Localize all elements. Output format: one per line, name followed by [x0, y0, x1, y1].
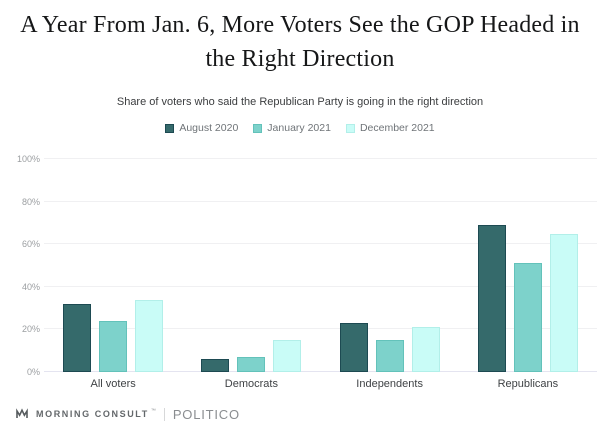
- bar-december-2021-all-voters: [135, 299, 164, 372]
- legend-swatch-january-2021: [253, 123, 263, 133]
- bar-august-2020-all-voters: [63, 303, 92, 372]
- y-axis-tick-label: 0%: [26, 367, 40, 377]
- gridline-40%: [44, 285, 597, 287]
- legend-swatch-august-2020: [165, 123, 175, 133]
- bar-group-republicans: Republicans: [459, 159, 597, 390]
- gridline-100%: [44, 158, 597, 159]
- bar-groups: All voters Democrats Independents Republica…: [44, 159, 597, 390]
- y-axis-tick-label: 100%: [16, 154, 40, 164]
- legend-item-august-2020: August 2020: [165, 122, 238, 134]
- gridline-0%: [44, 371, 597, 372]
- x-axis-category-label: Independents: [356, 378, 423, 390]
- legend-item-december-2021: December 2021: [345, 122, 435, 134]
- footer-partner-text: POLITICO: [172, 406, 240, 422]
- legend-label: August 2020: [179, 122, 239, 134]
- bar-january-2021-democrats: [237, 357, 266, 372]
- gridline-80%: [44, 200, 597, 202]
- bar-group-all-voters: All voters: [44, 159, 182, 390]
- legend-swatch-december-2021: [345, 123, 355, 133]
- bar-group-democrats: Democrats: [182, 159, 320, 390]
- x-axis-category-label: All voters: [90, 378, 136, 390]
- gridline-20%: [44, 328, 597, 330]
- x-axis-category-label: Republicans: [497, 378, 559, 390]
- gridline-60%: [44, 243, 597, 245]
- x-axis-category-label: Democrats: [224, 378, 278, 390]
- bar-august-2020-independents: [339, 323, 368, 372]
- bar-august-2020-republicans: [477, 225, 506, 372]
- chart-subtitle: Share of voters who said the Republican …: [116, 96, 484, 108]
- legend-label: December 2021: [359, 122, 435, 134]
- legend-item-january-2021: January 2021: [253, 122, 331, 134]
- chart-legend: August 2020 January 2021 December 2021: [0, 122, 600, 134]
- bar-december-2021-republicans: [549, 233, 578, 372]
- bar-august-2020-democrats: [201, 359, 230, 372]
- morning-consult-logo-icon: [16, 408, 28, 418]
- y-axis-tick-label: 80%: [21, 196, 40, 207]
- footer-divider: [163, 407, 165, 421]
- plot-area: All voters Democrats Independents Republica…: [44, 158, 597, 390]
- bar-december-2021-democrats: [273, 340, 302, 372]
- footer-trademark: ™: [150, 408, 156, 414]
- footer-brand-text: MORNING CONSULT: [36, 409, 149, 419]
- bar-january-2021-independents: [375, 340, 404, 372]
- y-axis: 0% 20% 40% 60% 80% 100%: [14, 154, 40, 377]
- bar-group-independents: Independents: [321, 159, 459, 390]
- footer: MORNING CONSULT ™ POLITICO: [16, 406, 240, 422]
- bar-january-2021-republicans: [513, 263, 542, 372]
- legend-label: January 2021: [267, 122, 331, 134]
- y-axis-tick-label: 60%: [21, 239, 40, 250]
- chart-title: A Year From Jan. 6, More Voters See the …: [20, 12, 580, 72]
- y-axis-tick-label: 20%: [21, 324, 40, 335]
- y-axis-tick-label: 40%: [21, 281, 40, 292]
- bar-december-2021-independents: [411, 327, 440, 372]
- bar-january-2021-all-voters: [99, 320, 128, 372]
